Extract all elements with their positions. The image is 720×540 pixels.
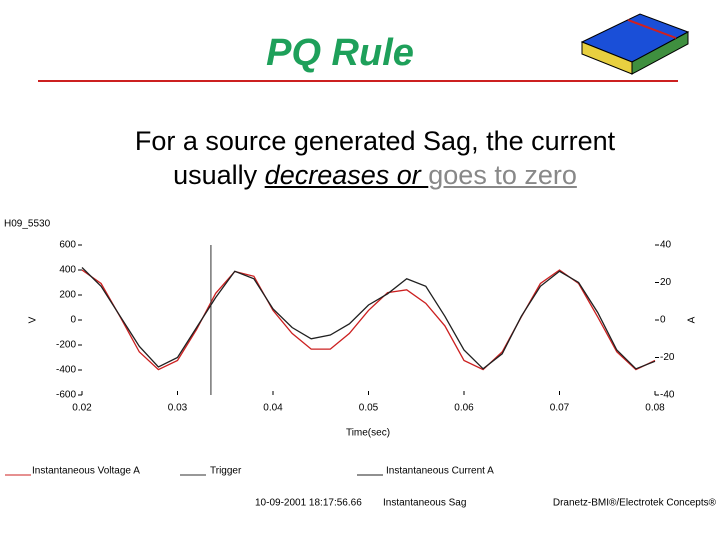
y-tick-label: -600 xyxy=(56,390,76,401)
footer-timestamp: 10-09-2001 18:17:56.66 xyxy=(255,498,362,509)
subtitle-line: usually decreases or goes to zero xyxy=(40,160,710,191)
subtitle-emphasis: goes to zero xyxy=(428,160,577,190)
y2-tick-label: 0 xyxy=(660,315,666,326)
footer-credit: Dranetz-BMI®/Electrotek Concepts® xyxy=(553,498,717,509)
x-tick-label: 0.08 xyxy=(645,403,665,414)
y-tick-label: 600 xyxy=(59,240,76,251)
x-tick-label: 0.05 xyxy=(359,403,379,414)
y-tick-label: 400 xyxy=(59,265,76,276)
subtitle-emphasis: decreases or xyxy=(264,160,429,190)
x-tick-label: 0.07 xyxy=(550,403,570,414)
y2-axis-label: A xyxy=(687,316,698,323)
series-line xyxy=(81,269,656,371)
legend-label: Instantaneous Current A xyxy=(386,466,494,477)
y-tick-label: -200 xyxy=(56,340,76,351)
y2-tick-label: -20 xyxy=(660,352,675,363)
y2-tick-label: 20 xyxy=(660,277,672,288)
x-tick-label: 0.04 xyxy=(263,403,283,414)
y2-tick-label: -40 xyxy=(660,390,675,401)
book-icon xyxy=(580,13,690,75)
legend-label: Trigger xyxy=(210,466,242,477)
x-tick-label: 0.03 xyxy=(168,403,188,414)
slide-title: PQ Rule xyxy=(266,32,414,74)
x-axis-label: Time(sec) xyxy=(346,428,390,439)
legend-label: Instantaneous Voltage A xyxy=(32,466,140,477)
chart-title: H09_5530 xyxy=(4,219,51,230)
subtitle-line: For a source generated Sag, the current xyxy=(134,126,616,156)
x-tick-label: 0.06 xyxy=(454,403,474,414)
x-tick-label: 0.02 xyxy=(72,403,92,414)
y-tick-label: 0 xyxy=(70,315,76,326)
y-tick-label: 200 xyxy=(59,290,76,301)
y2-tick-label: 40 xyxy=(660,240,672,251)
y-axis-label: V xyxy=(28,316,39,323)
series-line xyxy=(81,267,656,370)
footer-event: Instantaneous Sag xyxy=(383,498,466,509)
subtitle-text: usually xyxy=(173,160,265,190)
y-tick-label: -400 xyxy=(56,365,76,376)
